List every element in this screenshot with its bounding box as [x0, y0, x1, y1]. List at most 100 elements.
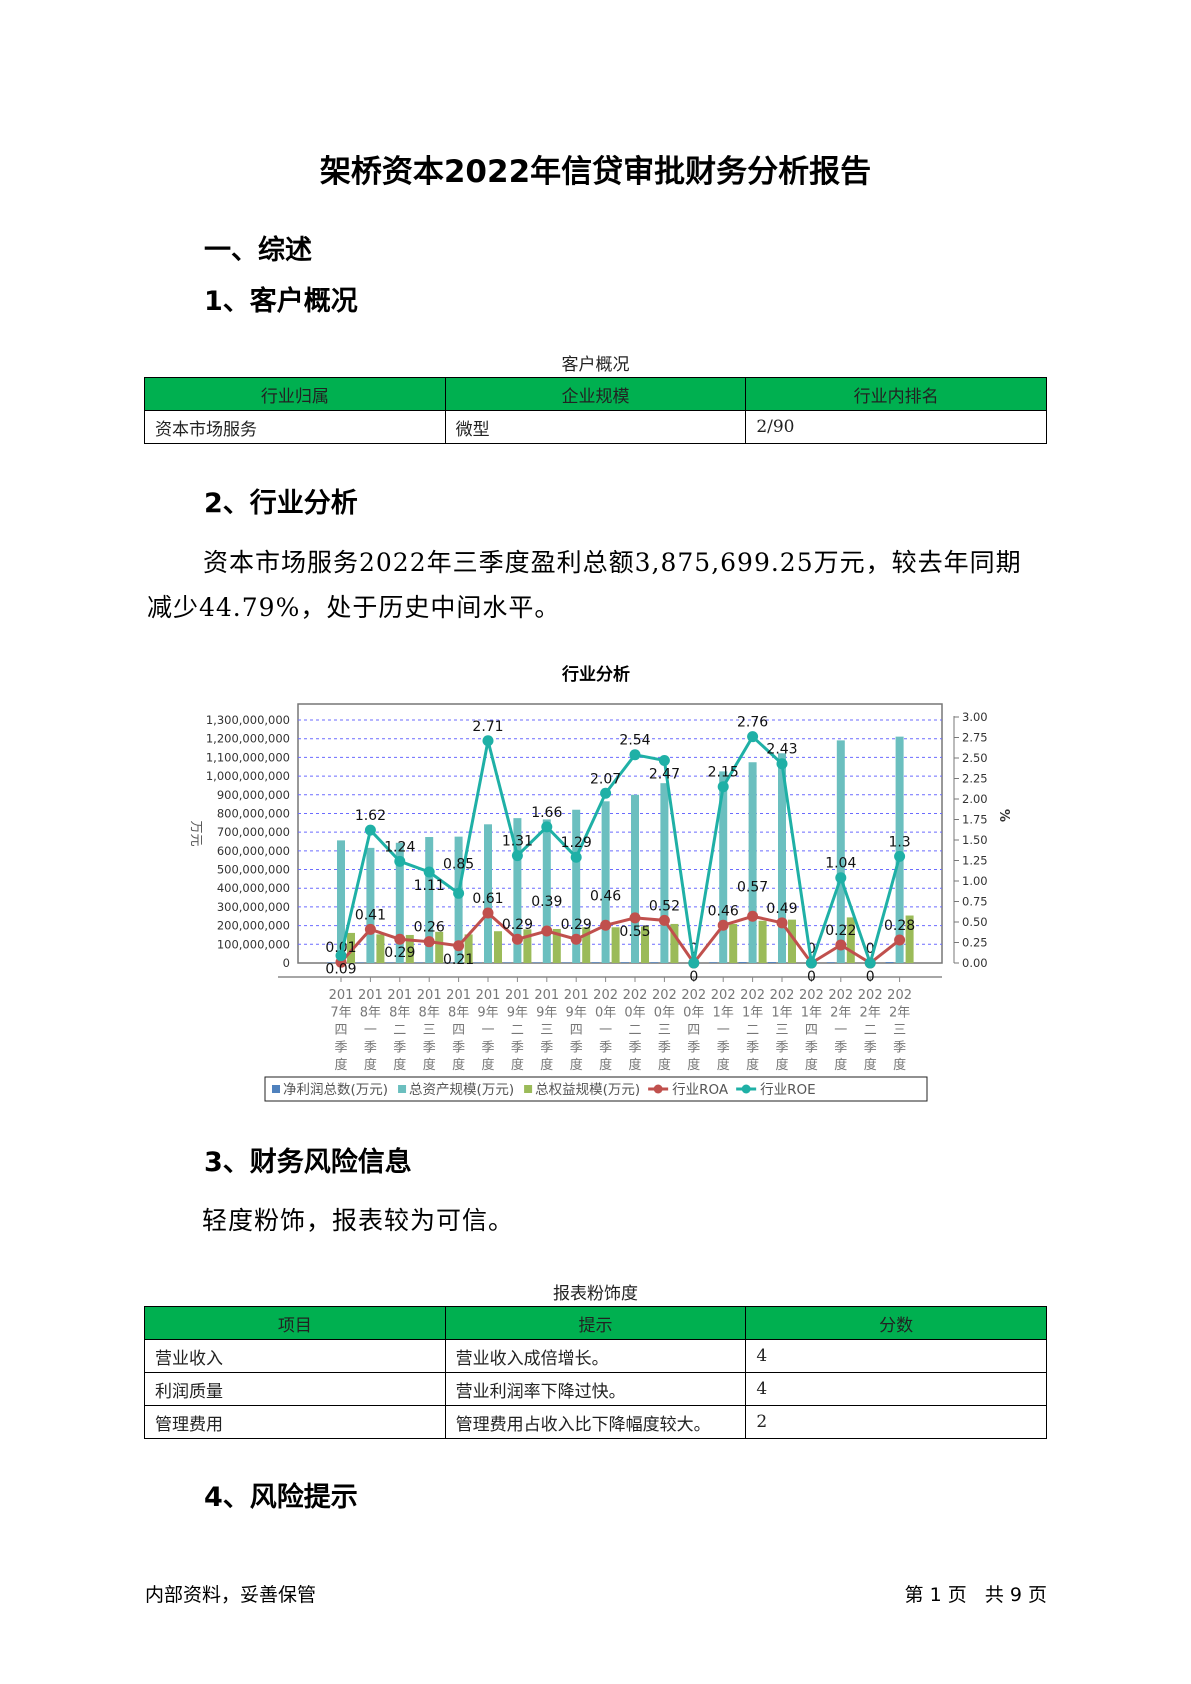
table-cell: 管理费用	[144, 1405, 446, 1439]
line-roe	[339, 734, 902, 969]
bar-net-profit	[591, 962, 600, 963]
data-label: 0.22	[825, 923, 856, 939]
data-label: 0.61	[472, 891, 503, 907]
x-tick-label: 度	[599, 1057, 612, 1073]
point-roe	[776, 758, 788, 770]
table-cell: 营业收入成倍增长。	[444, 1339, 747, 1373]
x-tick-label: 季	[570, 1041, 583, 1056]
point-roe	[717, 781, 729, 793]
x-tick-label: 度	[805, 1057, 818, 1073]
industry-chart: 行业分析 0 100,000,000 200,000,000 300,000,000 40…	[188, 664, 1011, 1102]
x-tick-label: 9年	[507, 1006, 528, 1021]
table-header: 分数	[745, 1306, 1047, 1340]
table-row: 资本市场服务 微型 2/90	[144, 410, 1047, 444]
table-header: 行业内排名	[745, 377, 1047, 411]
data-label: 1.24	[384, 839, 415, 855]
x-tick-label: 季	[481, 1041, 494, 1056]
table-cell: 营业利润率下降过快。	[444, 1372, 747, 1406]
x-tick-label: 度	[481, 1057, 494, 1073]
x-tick-label: 季	[717, 1041, 730, 1056]
bar-total-assets	[631, 794, 639, 963]
bar-total-equity	[464, 934, 473, 963]
point-roe	[511, 850, 523, 862]
point-roe	[629, 749, 641, 761]
y2-tick-label: 0.75	[962, 895, 988, 909]
x-tick-label: 度	[570, 1057, 583, 1073]
table-header: 项目	[144, 1306, 446, 1340]
data-label: 0.85	[443, 856, 474, 872]
y-tick-label: 200,000,000	[217, 919, 290, 933]
x-tick-label: 度	[628, 1057, 641, 1073]
y2-axis-label: %	[996, 809, 1011, 822]
plot-area	[297, 703, 943, 964]
point-roe	[688, 957, 700, 969]
x-tick-label: 0年	[624, 1006, 645, 1021]
x-tick-label: 一	[481, 1023, 494, 1038]
table-cell: 2/90	[745, 410, 1047, 444]
bar-total-assets	[748, 762, 757, 963]
x-tick-label: 季	[599, 1041, 612, 1056]
table-cell: 营业收入	[144, 1339, 446, 1373]
x-tick-label: 度	[364, 1057, 377, 1073]
y-tick-label: 0	[283, 956, 290, 970]
table-row: 利润质量 营业利润率下降过快。 4	[144, 1372, 1047, 1406]
x-tick-label: 度	[746, 1057, 759, 1073]
legend	[264, 1076, 928, 1102]
x-tick-label: 二	[511, 1023, 524, 1038]
point-roa	[894, 934, 906, 946]
y-tick-label: 800,000,000	[217, 806, 290, 820]
data-label: 1.31	[502, 834, 533, 850]
x-tick-label: 季	[805, 1041, 818, 1056]
x-tick-label: 202	[799, 988, 824, 1003]
data-label: 2.76	[737, 715, 768, 731]
bar-net-profit	[562, 962, 571, 963]
x-tick-label: 三	[893, 1023, 906, 1038]
point-roe	[864, 957, 876, 969]
x-tick-label: 8年	[419, 1006, 440, 1021]
x-tick-label: 季	[540, 1041, 553, 1056]
x-tick-label: 四	[334, 1023, 347, 1038]
table-header: 行业归属	[144, 377, 446, 411]
legend-marker	[741, 1084, 751, 1094]
data-label: 2.71	[472, 719, 503, 735]
y-tick-label: 700,000,000	[217, 825, 290, 839]
table-cell: 4	[745, 1372, 1047, 1406]
point-roe	[805, 957, 817, 969]
table-cell: 利润质量	[144, 1372, 446, 1406]
point-roe	[835, 872, 847, 884]
footer-confidential: 内部资料，妥善保管	[145, 1584, 317, 1606]
bar-total-assets	[601, 801, 610, 963]
point-roa	[423, 936, 435, 948]
point-roa	[394, 933, 406, 945]
x-tick-label: 8年	[389, 1006, 410, 1021]
x-tick-label: 度	[893, 1057, 906, 1073]
x-tick-label: 9年	[566, 1006, 587, 1021]
x-tick-label: 2年	[860, 1006, 881, 1021]
y-tick-label: 500,000,000	[217, 863, 290, 877]
point-roa	[511, 933, 523, 945]
bar-total-assets	[572, 809, 581, 963]
x-tick-label: 三	[658, 1023, 671, 1038]
legend-label: 总资产规模(万元)	[409, 1082, 514, 1098]
x-tick-label: 度	[717, 1057, 730, 1073]
x-tick-label: 季	[628, 1041, 641, 1056]
bar-total-equity	[641, 926, 649, 963]
bar-total-equity	[758, 920, 767, 963]
bar-net-profit	[327, 962, 335, 963]
data-label: 0	[866, 941, 875, 957]
x-tick-label: 9年	[536, 1006, 557, 1021]
industry-paragraph: 资本市场服务2022年三季度盈利总额3,875,699.25万元，较去年同期减少…	[147, 548, 1022, 622]
point-roa	[600, 919, 612, 931]
point-roa	[717, 919, 729, 931]
point-roe	[894, 850, 906, 862]
x-tick-label: 二	[864, 1023, 877, 1038]
point-roa	[658, 914, 670, 926]
data-label: 2.07	[590, 771, 621, 787]
y2-tick-label: 1.00	[962, 874, 988, 888]
x-tick-label: 201	[417, 988, 442, 1003]
x-tick-label: 季	[864, 1041, 877, 1056]
y-tick-label: 400,000,000	[217, 881, 290, 895]
bar-total-equity	[552, 928, 561, 963]
data-label: 0.39	[531, 894, 562, 910]
table-header: 提示	[444, 1306, 747, 1340]
